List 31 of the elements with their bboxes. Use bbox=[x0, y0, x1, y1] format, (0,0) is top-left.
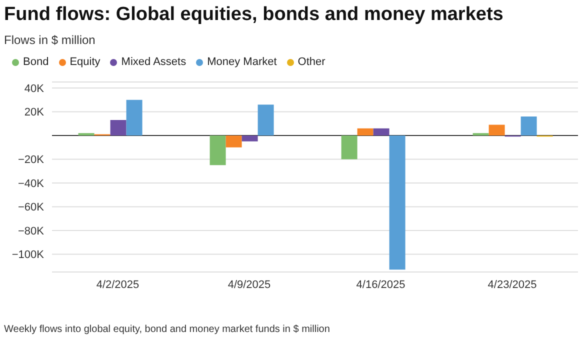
x-tick-label: 4/2/2025 bbox=[96, 278, 140, 291]
y-tick-label: 20K bbox=[24, 106, 45, 119]
chart-subtitle: Flows in $ million bbox=[4, 33, 96, 47]
bar bbox=[110, 120, 126, 136]
legend-label: Mixed Assets bbox=[121, 56, 186, 68]
x-tick-label: 4/9/2025 bbox=[228, 278, 271, 291]
bar bbox=[357, 128, 374, 136]
y-tick-label: −100K bbox=[12, 249, 45, 262]
bar bbox=[226, 135, 242, 148]
text: Weekly flows into global equity, bond and money market funds in $ million bbox=[4, 324, 330, 335]
x-tick-label: 4/23/2025 bbox=[488, 278, 537, 291]
legend-label: Equity bbox=[70, 56, 100, 68]
y-tick-label: 40K bbox=[24, 82, 45, 95]
legend-label: Other bbox=[298, 56, 326, 68]
bar bbox=[488, 124, 505, 136]
y-tick-label: −60K bbox=[18, 202, 45, 214]
y-tick-label: −80K bbox=[18, 225, 45, 238]
bar bbox=[520, 116, 537, 136]
legend-label: Money Market bbox=[207, 56, 277, 68]
bar bbox=[341, 135, 358, 160]
bar bbox=[258, 104, 274, 136]
bar bbox=[126, 100, 142, 136]
bar bbox=[210, 135, 226, 166]
chart-title: Fund flows: Global equities, bonds and money markets bbox=[4, 4, 504, 26]
y-tick-label: −40K bbox=[18, 178, 45, 190]
bar bbox=[242, 135, 258, 142]
y-tick-label: −20K bbox=[18, 154, 45, 166]
legend-label: Bond bbox=[23, 56, 49, 68]
bar bbox=[373, 128, 390, 136]
bar bbox=[389, 135, 406, 270]
x-tick-label: 4/16/2025 bbox=[356, 278, 406, 291]
